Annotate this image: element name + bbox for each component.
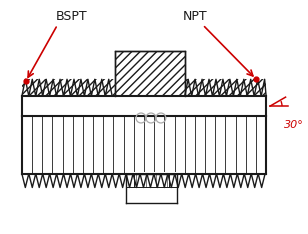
Bar bbox=[185, 79, 266, 96]
Bar bbox=[22, 96, 266, 116]
Text: NPT: NPT bbox=[182, 10, 207, 23]
Text: BSPT: BSPT bbox=[56, 10, 87, 23]
Bar bbox=[115, 51, 185, 96]
Bar bbox=[126, 172, 177, 203]
Text: 30°: 30° bbox=[284, 120, 304, 130]
Bar bbox=[22, 79, 115, 96]
Bar bbox=[22, 79, 266, 96]
Bar bbox=[22, 116, 266, 174]
